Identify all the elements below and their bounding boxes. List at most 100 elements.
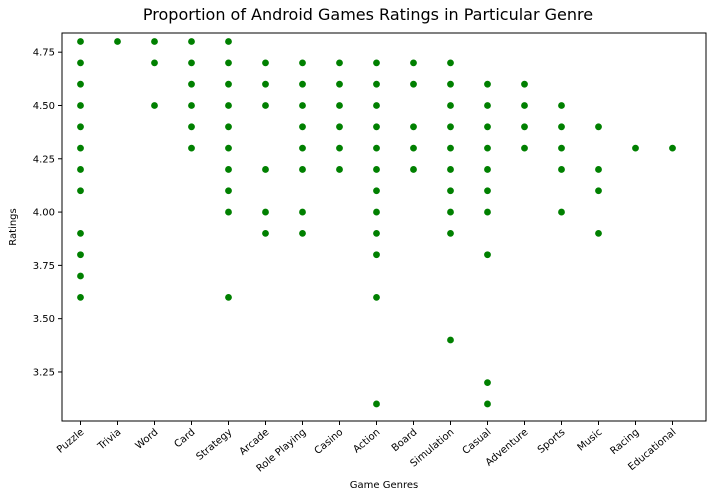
data-point	[373, 400, 380, 408]
data-point	[447, 208, 454, 216]
chart-title: Proportion of Android Games Ratings in P…	[143, 5, 593, 24]
data-point	[373, 80, 380, 88]
y-axis: 3.25 3.50 3.75 4.00 4.25 4.50 4.75	[33, 48, 62, 378]
x-tick-label: Music	[576, 427, 605, 454]
x-tick-label: Racing	[608, 427, 641, 457]
data-point	[299, 80, 306, 88]
data-point	[373, 229, 380, 237]
x-tick-label: Board	[390, 427, 420, 454]
data-point	[373, 102, 380, 109]
data-point	[77, 272, 84, 280]
data-point	[373, 251, 380, 259]
x-tick-label: Action	[351, 427, 382, 456]
x-tick-label: Card	[172, 427, 197, 450]
data-point	[77, 229, 84, 237]
data-point	[114, 38, 121, 45]
data-point	[299, 144, 306, 152]
data-point	[595, 229, 602, 237]
data-point	[151, 59, 158, 67]
data-point	[77, 123, 84, 131]
data-point	[336, 102, 343, 109]
data-point	[77, 293, 84, 301]
data-point	[299, 229, 306, 237]
data-point	[299, 123, 306, 131]
data-point	[151, 102, 158, 109]
data-point	[447, 144, 454, 152]
data-point	[558, 208, 565, 216]
data-point	[299, 59, 306, 67]
y-tick-label: 4.25	[33, 154, 55, 165]
data-point	[484, 400, 491, 408]
data-point	[558, 102, 565, 109]
data-point	[373, 166, 380, 173]
data-point	[447, 59, 454, 67]
data-point	[188, 144, 195, 152]
data-point	[188, 59, 195, 67]
data-point	[225, 123, 232, 131]
data-point	[410, 59, 417, 67]
data-point	[151, 38, 158, 45]
data-point	[336, 144, 343, 152]
data-point	[484, 80, 491, 88]
data-point	[447, 166, 454, 173]
data-point	[225, 102, 232, 109]
data-point	[484, 102, 491, 109]
data-point	[373, 144, 380, 152]
data-point	[262, 59, 269, 67]
plot-area-frame	[61, 32, 707, 422]
data-point	[77, 166, 84, 173]
data-point	[225, 80, 232, 88]
x-tick-label: Trivia	[95, 427, 123, 453]
data-point	[410, 123, 417, 131]
data-point	[558, 144, 565, 152]
data-point	[262, 80, 269, 88]
data-point	[447, 102, 454, 109]
data-point	[188, 102, 195, 109]
y-tick-label: 3.75	[33, 261, 55, 272]
data-point	[225, 166, 232, 173]
data-points	[77, 38, 676, 408]
y-tick-label: 4.75	[33, 48, 55, 59]
data-point	[373, 208, 380, 216]
data-point	[521, 80, 528, 88]
data-point	[484, 251, 491, 259]
data-point	[336, 80, 343, 88]
data-point	[484, 166, 491, 173]
x-tick-label: Strategy	[195, 427, 235, 463]
data-point	[373, 59, 380, 67]
data-point	[373, 187, 380, 195]
data-point	[188, 80, 195, 88]
data-point	[484, 123, 491, 131]
data-point	[447, 336, 454, 344]
data-point	[558, 166, 565, 173]
data-point	[595, 123, 602, 131]
y-axis-label: Ratings	[8, 208, 19, 245]
data-point	[262, 208, 269, 216]
data-point	[262, 102, 269, 109]
data-point	[262, 166, 269, 173]
y-tick-label: 3.25	[33, 367, 55, 378]
data-point	[188, 38, 195, 45]
data-point	[299, 102, 306, 109]
data-point	[373, 123, 380, 131]
y-tick-label: 4.50	[33, 101, 55, 112]
data-point	[595, 187, 602, 195]
data-point	[299, 208, 306, 216]
data-point	[336, 59, 343, 67]
data-point	[595, 166, 602, 173]
x-tick-label: Casual	[461, 427, 494, 457]
data-point	[373, 293, 380, 301]
data-point	[484, 187, 491, 195]
data-point	[447, 80, 454, 88]
data-point	[336, 123, 343, 131]
data-point	[447, 123, 454, 131]
data-point	[77, 38, 84, 45]
data-point	[521, 102, 528, 109]
data-point	[521, 144, 528, 152]
data-point	[77, 251, 84, 259]
data-point	[410, 144, 417, 152]
x-tick-label: Casino	[313, 427, 346, 457]
data-point	[225, 208, 232, 216]
